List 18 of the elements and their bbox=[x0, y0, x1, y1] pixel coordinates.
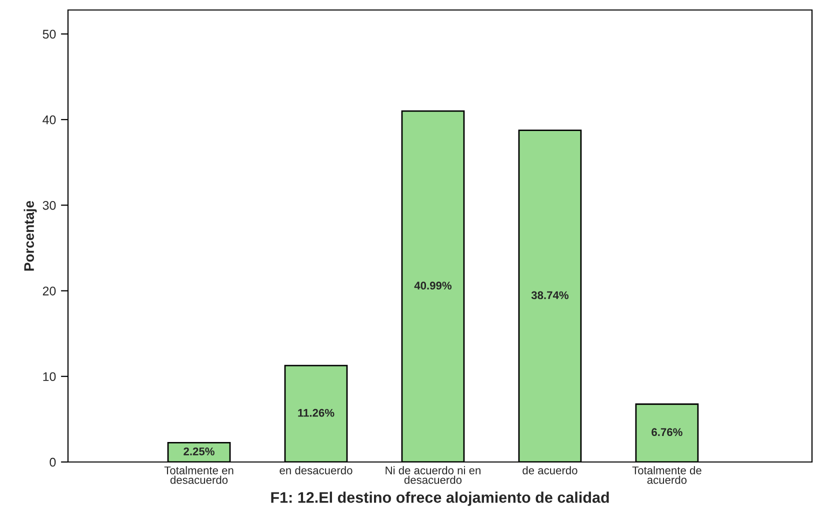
y-axis-title: Porcentaje bbox=[24, 200, 37, 271]
x-tick-label: Totalmente en desacuerdo bbox=[164, 466, 234, 484]
x-tick-label: de acuerdo bbox=[522, 466, 578, 474]
y-tick-label: 20 bbox=[42, 286, 56, 296]
y-tick-label: 10 bbox=[43, 372, 56, 382]
y-tick-label: 50 bbox=[42, 30, 56, 39]
data-label: 40.99% bbox=[414, 282, 452, 290]
y-tick-label: 40 bbox=[42, 115, 56, 124]
data-label: 6.76% bbox=[652, 428, 682, 436]
data-label: 38.74% bbox=[531, 291, 569, 300]
x-tick-label: Totalmente de acuerdo bbox=[632, 466, 702, 484]
x-tick-label: Ni de acuerdo ni en desacuerdo bbox=[386, 466, 480, 484]
data-label: 11.26% bbox=[298, 408, 334, 417]
y-tick-label: 0 bbox=[50, 458, 56, 467]
x-tick-label: en desacuerdo bbox=[280, 466, 352, 474]
x-axis-title: F1: 12.El destino ofrece alojamiento de calidad bbox=[271, 492, 609, 506]
data-label: 2.25% bbox=[184, 447, 214, 456]
y-tick-label: 30 bbox=[42, 200, 56, 210]
